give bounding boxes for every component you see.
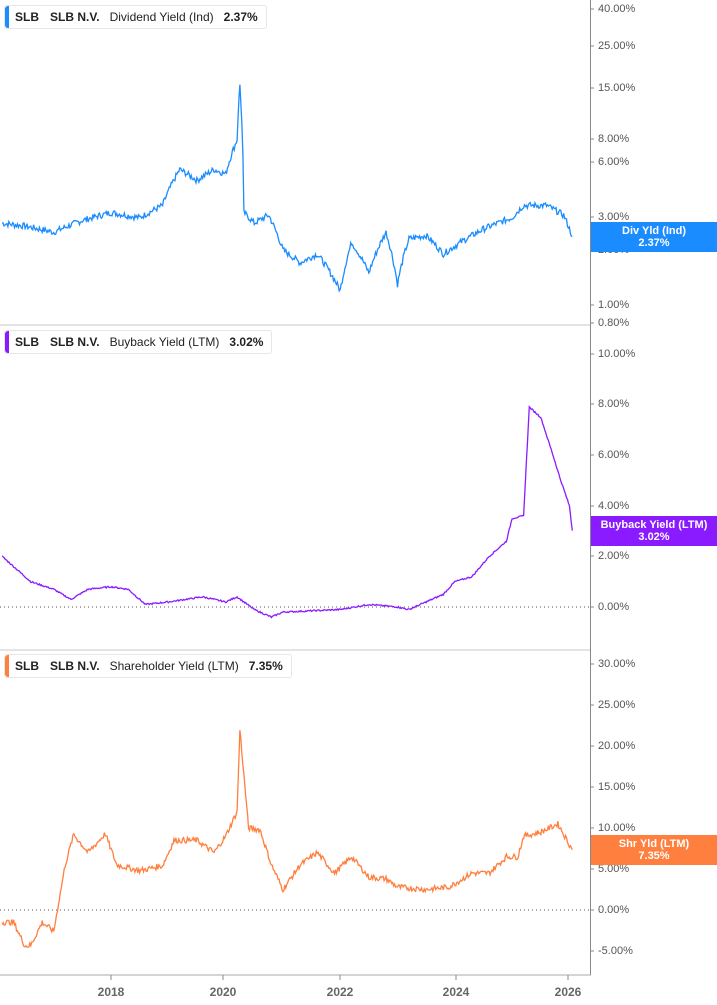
y-tick-label: 0.80% [598,317,630,329]
y-tick-label: 6.00% [598,156,630,168]
legend-company: SLB N.V. [50,659,100,673]
last-value-label: Div Yld (Ind) [622,225,686,237]
legend-ticker: SLB [15,659,39,673]
x-tick-label: 2020 [209,985,237,999]
last-value-number: 7.35% [638,850,670,862]
legend-ticker: SLB [15,10,39,24]
dividend-yield-line [1,84,573,293]
x-tick-label: 2018 [97,985,125,999]
y-tick-label: 10.00% [598,822,636,834]
last-value-badge-shareholder: Shr Yld (LTM) 7.35% [591,835,717,865]
x-tick-label: 2026 [554,985,582,999]
y-tick-label: 4.00% [598,500,630,512]
last-value-label: Buyback Yield (LTM) [600,519,708,531]
legend-value: 2.37% [223,10,258,24]
y-tick-label: 25.00% [598,40,636,52]
y-tick-label: 1.00% [598,299,630,311]
legend-shareholder-yield[interactable]: SLB SLB N.V. Shareholder Yield (LTM) 7.3… [4,654,292,678]
y-tick-label: 15.00% [598,82,636,94]
y-tick-label: 15.00% [598,781,636,793]
x-tick-label: 2024 [442,985,470,999]
legend-metric: Dividend Yield (Ind) [109,10,214,24]
last-value-number: 3.02% [638,531,670,543]
y-tick-label: 0.00% [598,904,630,916]
last-value-badge-buyback: Buyback Yield (LTM) 3.02% [591,516,717,546]
legend-value: 7.35% [248,659,283,673]
shareholder-yield-line [1,730,573,948]
legend-value: 3.02% [229,335,264,349]
last-value-label: Shr Yld (LTM) [618,838,690,850]
y-tick-label: 20.00% [598,740,636,752]
y-tick-label: 40.00% [598,3,636,15]
last-value-badge-dividend: Div Yld (Ind) 2.37% [591,222,717,252]
last-value-number: 2.37% [638,237,670,249]
legend-ticker: SLB [15,335,39,349]
x-tick-label: 2022 [326,985,354,999]
y-tick-label: 6.00% [598,449,630,461]
series-color-swatch [5,6,9,28]
buyback-yield-line [1,405,573,619]
axis-ticks [110,8,594,980]
legend-dividend-yield[interactable]: SLB SLB N.V. Dividend Yield (Ind) 2.37% [4,5,267,29]
y-tick-label: 8.00% [598,398,630,410]
y-tick-label: 5.00% [598,863,630,875]
y-tick-label: 25.00% [598,699,636,711]
y-tick-label: 0.00% [598,601,630,613]
y-tick-label: -5.00% [598,945,633,957]
y-tick-label: 8.00% [598,133,630,145]
legend-metric: Buyback Yield (LTM) [109,335,220,349]
y-tick-label: 2.00% [598,550,630,562]
y-tick-label: 3.00% [598,211,630,223]
series-color-swatch [5,331,9,353]
legend-company: SLB N.V. [50,10,100,24]
series-color-swatch [5,655,9,677]
legend-buyback-yield[interactable]: SLB SLB N.V. Buyback Yield (LTM) 3.02% [4,330,273,354]
y-tick-label: 30.00% [598,658,636,670]
legend-company: SLB N.V. [50,335,100,349]
y-tick-label: 10.00% [598,348,636,360]
legend-metric: Shareholder Yield (LTM) [109,659,239,673]
